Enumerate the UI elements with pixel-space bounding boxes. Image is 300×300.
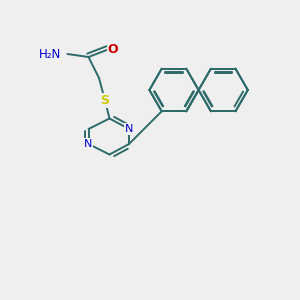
Text: H₂N: H₂N xyxy=(39,47,62,61)
Text: S: S xyxy=(100,94,109,107)
Text: O: O xyxy=(107,43,118,56)
Text: N: N xyxy=(84,139,93,149)
Text: N: N xyxy=(125,124,133,134)
